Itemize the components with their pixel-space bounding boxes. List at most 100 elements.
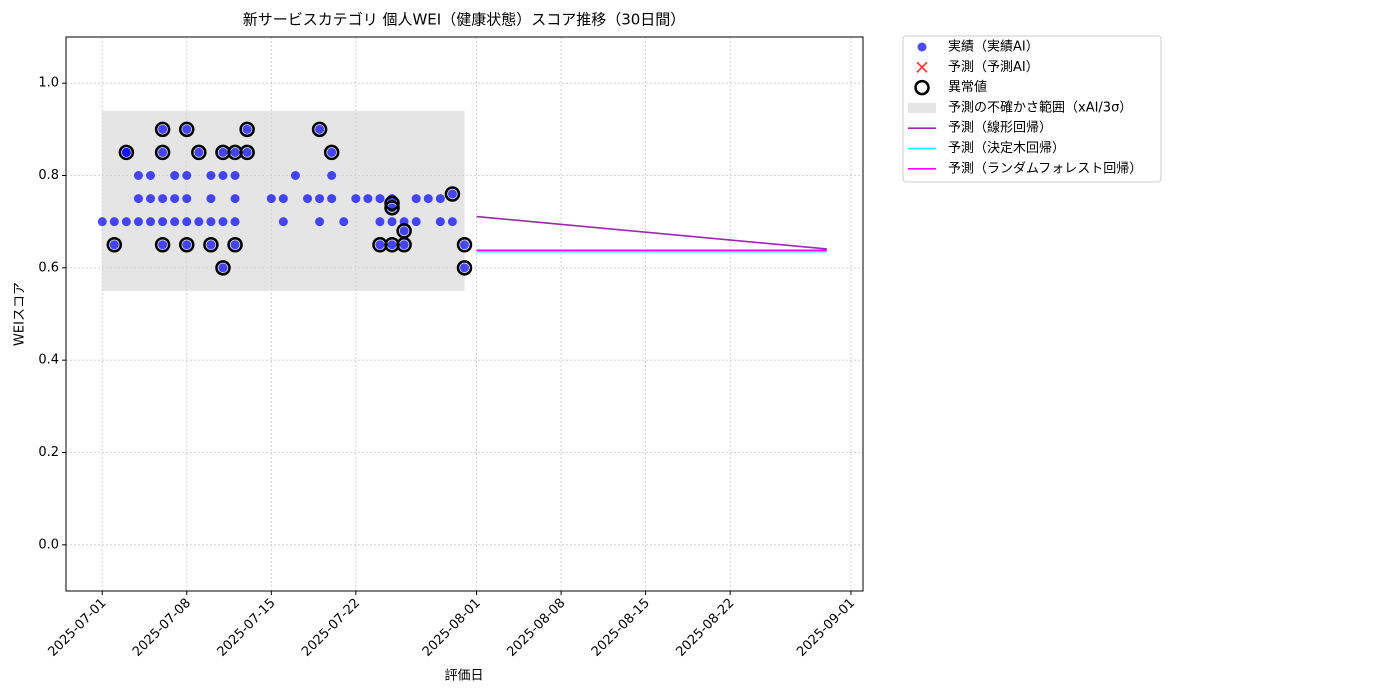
- legend-label: 実績（実績AI）: [948, 39, 1039, 55]
- anomaly-point: [384, 200, 400, 216]
- legend-label: 予測（ランダムフォレスト回帰）: [948, 160, 1142, 176]
- anomaly-point: [239, 144, 255, 161]
- data-point: [182, 240, 192, 250]
- anomaly-point: [154, 237, 171, 253]
- legend-swatch: [908, 102, 936, 113]
- data-point: [206, 171, 216, 180]
- anomaly-point: [191, 144, 207, 161]
- y-axis-label: WEIスコア: [13, 282, 28, 346]
- data-point: [447, 189, 457, 199]
- data-point: [146, 194, 156, 204]
- data-point: [230, 194, 240, 204]
- anomaly-point: [154, 121, 171, 138]
- data-point: [158, 194, 168, 204]
- data-point: [121, 147, 131, 157]
- legend-box: [902, 35, 1162, 183]
- x-tick-label: 2025-08-22: [673, 596, 737, 660]
- data-point: [170, 217, 180, 227]
- x-axis-label: 評価日: [444, 669, 483, 684]
- data-point: [315, 124, 325, 134]
- data-point: [327, 171, 337, 180]
- data-point: [182, 171, 192, 180]
- forecast-line: [476, 215, 827, 250]
- data-point: [242, 147, 252, 157]
- data-point: [158, 240, 168, 250]
- legend-swatch: [914, 79, 930, 96]
- data-point: [218, 171, 228, 180]
- x-tick-label: 2025-07-01: [45, 596, 109, 660]
- anomaly-point: [456, 237, 473, 253]
- data-point: [218, 217, 228, 227]
- data-point: [109, 240, 119, 250]
- data-point: [242, 124, 252, 134]
- anomaly-point: [179, 237, 195, 253]
- data-point: [194, 217, 204, 227]
- data-point: [411, 217, 421, 227]
- x-tick-label: 2025-07-15: [215, 596, 279, 660]
- data-point: [327, 194, 337, 204]
- anomaly-point: [384, 195, 400, 211]
- legend-label: 予測（決定木回帰）: [948, 140, 1065, 156]
- data-point: [399, 226, 409, 236]
- data-point: [363, 194, 373, 204]
- data-point: [230, 240, 240, 250]
- anomaly-point: [106, 237, 123, 253]
- data-point: [170, 171, 180, 180]
- data-point: [230, 217, 240, 227]
- data-point: [206, 217, 216, 227]
- chart-title: 新サービスカテゴリ 個人WEI（健康状態）スコア推移（30日間）: [243, 11, 686, 29]
- anomaly-point: [179, 121, 195, 138]
- data-point: [109, 217, 119, 227]
- data-point: [158, 124, 168, 134]
- data-point: [387, 217, 397, 227]
- data-point: [230, 171, 240, 180]
- data-point: [435, 194, 445, 204]
- y-tick-label: 0.6: [38, 260, 59, 275]
- x-tick-label: 2025-07-08: [130, 596, 194, 660]
- anomaly-point: [311, 121, 328, 138]
- x-tick-label: 2025-08-15: [589, 596, 653, 660]
- anomaly-point: [456, 260, 473, 276]
- y-tick-label: 1.0: [38, 76, 59, 91]
- anomaly-point: [396, 223, 412, 239]
- data-point: [339, 217, 349, 227]
- data-point: [375, 194, 385, 204]
- data-point: [351, 194, 361, 204]
- data-point: [399, 240, 409, 250]
- data-point: [121, 217, 131, 227]
- data-point: [158, 147, 168, 157]
- data-point: [460, 263, 469, 273]
- data-point: [218, 147, 228, 157]
- data-point: [435, 217, 445, 227]
- data-point: [230, 147, 240, 157]
- data-point: [387, 240, 397, 250]
- anomaly-point: [154, 144, 171, 161]
- x-tick-label: 2025-07-22: [299, 596, 363, 660]
- data-point: [423, 194, 433, 204]
- y-tick-label: 0.8: [38, 168, 59, 183]
- data-point: [327, 147, 337, 157]
- data-point: [170, 194, 180, 204]
- data-point: [182, 217, 192, 227]
- anomaly-point: [215, 260, 231, 276]
- data-point: [278, 194, 288, 204]
- data-point: [133, 171, 143, 180]
- data-point: [266, 194, 276, 204]
- legend-swatch: [916, 61, 928, 73]
- data-point: [206, 240, 216, 250]
- x-tick-label: 2025-09-01: [794, 596, 858, 660]
- data-point: [182, 194, 192, 204]
- x-tick-label: 2025-08-01: [420, 596, 484, 660]
- anomaly-point: [118, 144, 135, 161]
- data-point: [133, 217, 143, 227]
- data-point: [375, 217, 385, 227]
- data-point: [315, 217, 325, 227]
- data-point: [460, 240, 469, 250]
- data-point: [182, 124, 192, 134]
- anomaly-point: [203, 237, 219, 253]
- data-point: [447, 217, 457, 227]
- y-tick-label: 0.0: [38, 537, 59, 552]
- legend-label: 予測の不確かさ範囲（xAI/3σ）: [948, 99, 1132, 115]
